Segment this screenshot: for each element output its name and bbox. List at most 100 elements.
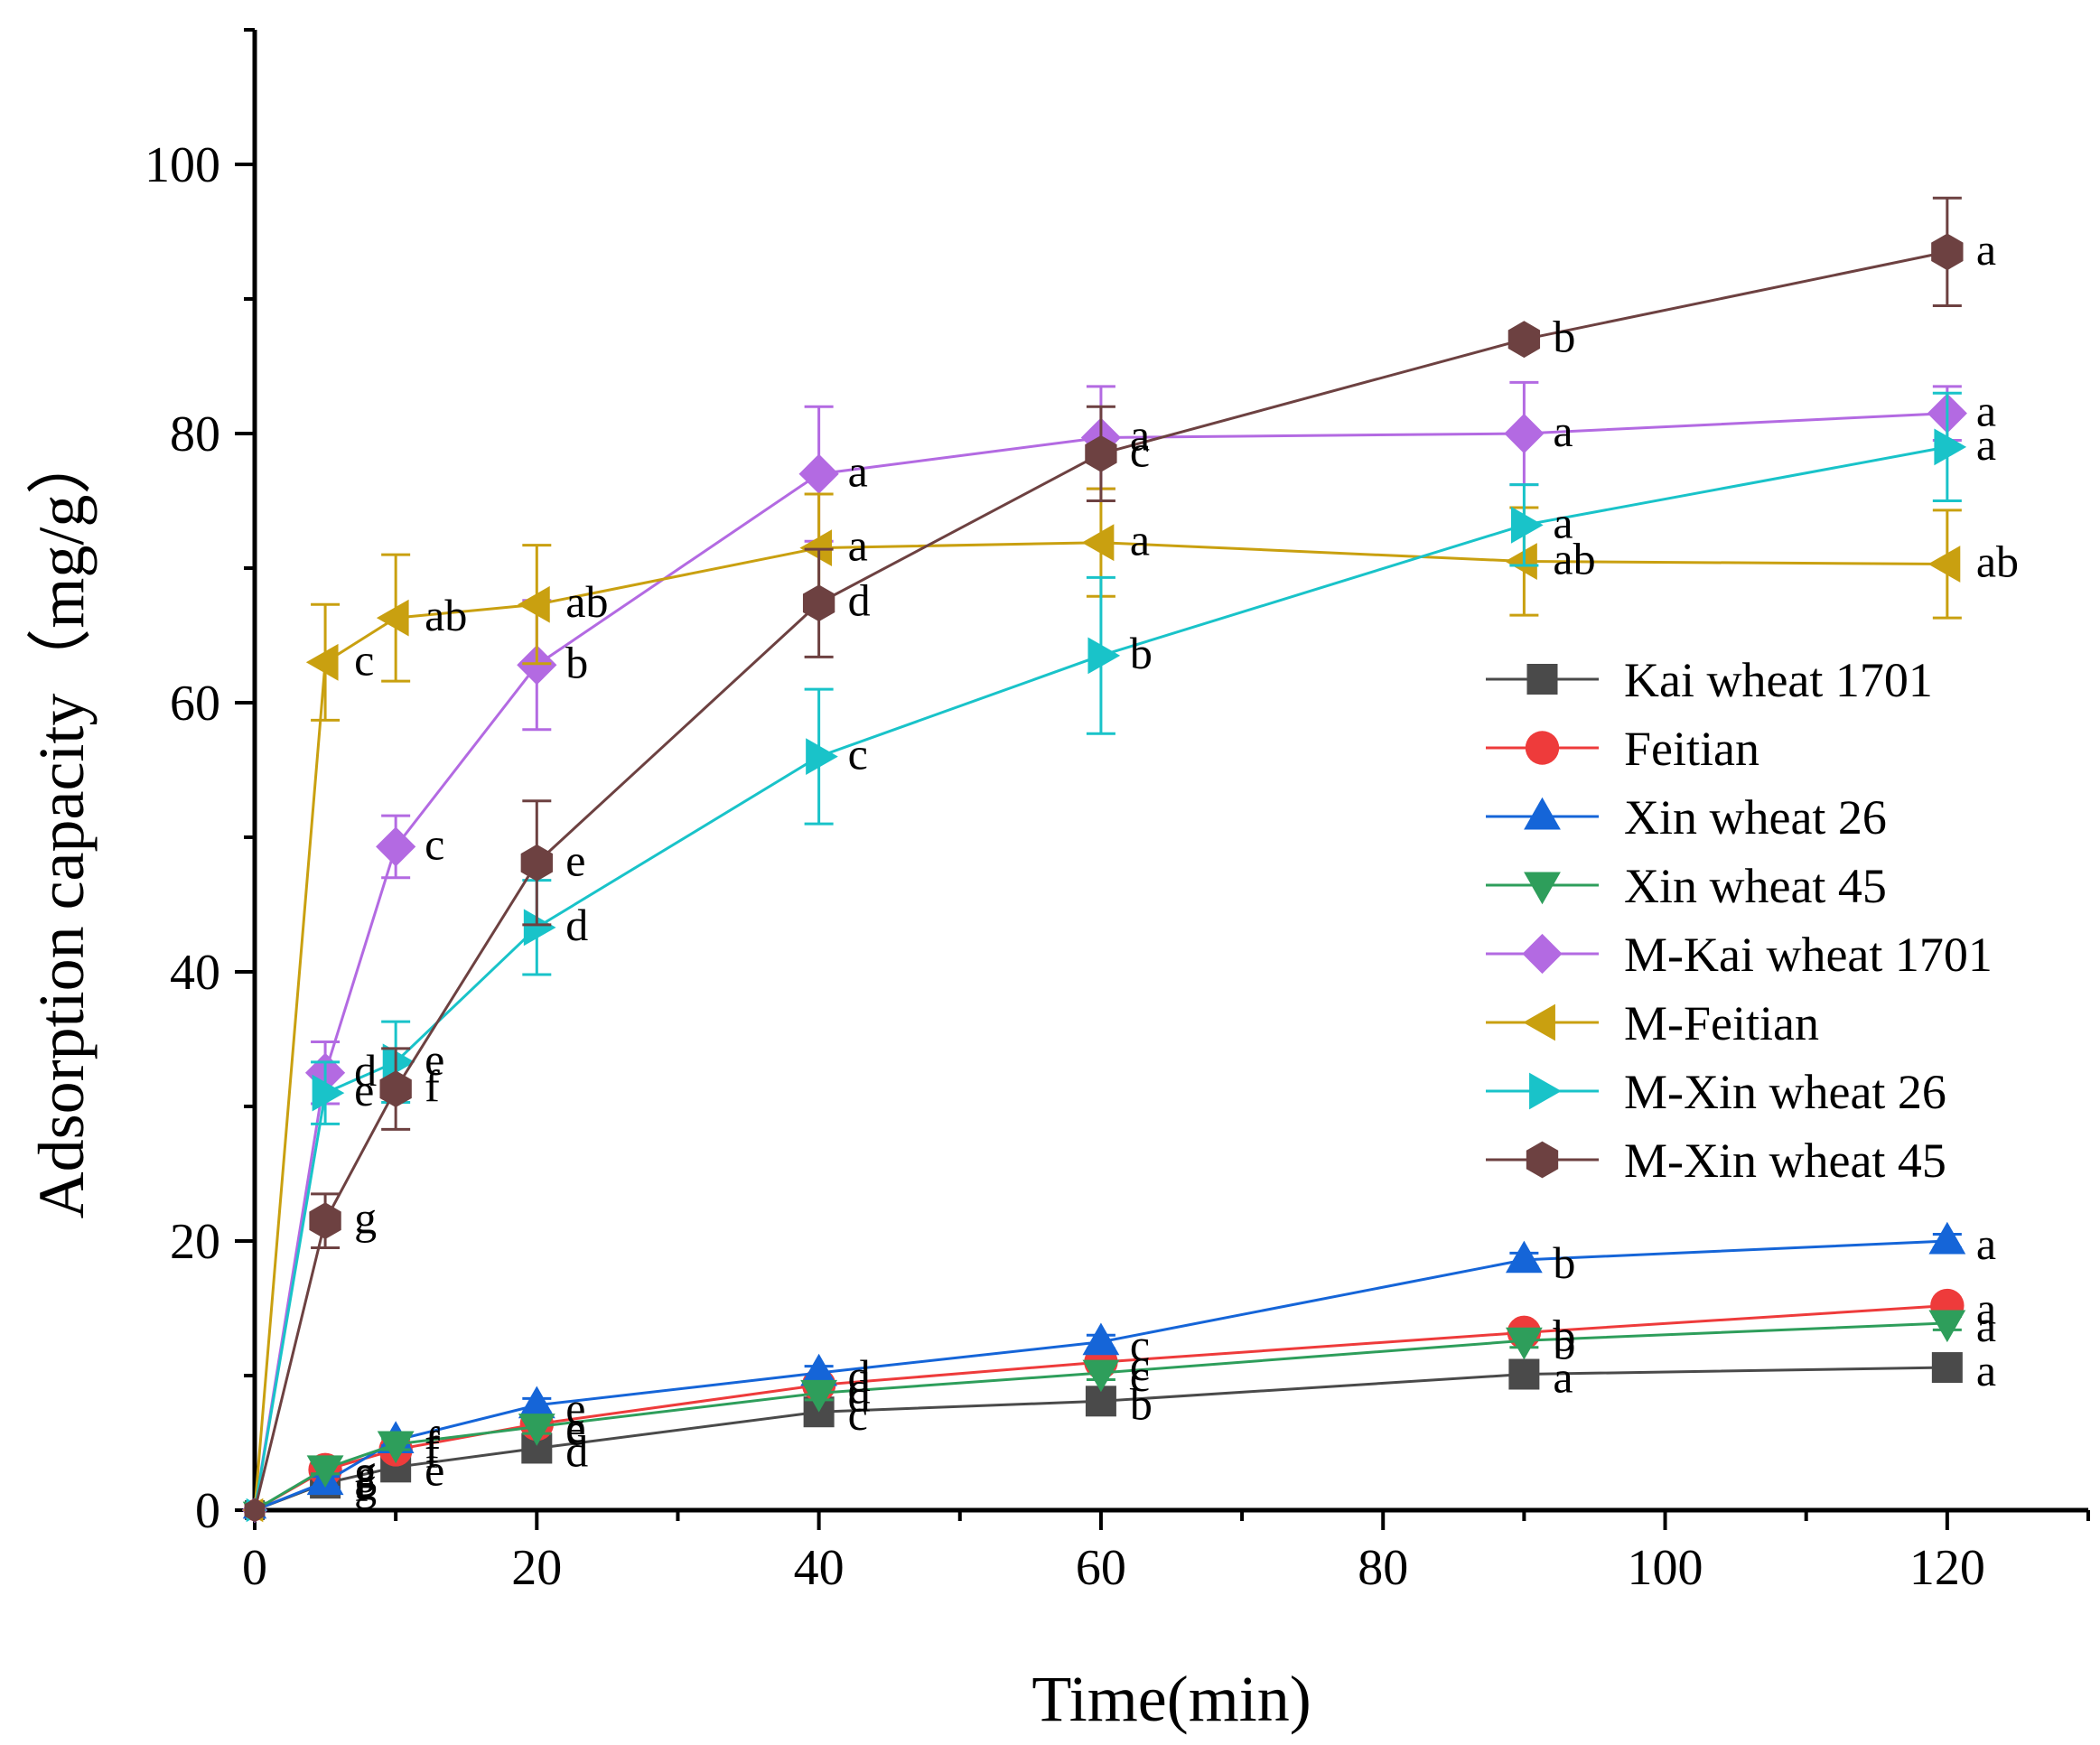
significance-letter: c [1130,1350,1150,1401]
series-7 [244,196,1964,1523]
legend-marker [1529,1072,1562,1110]
significance-letter: b [1553,312,1575,362]
data-point [379,1070,412,1108]
data-point [1931,233,1964,271]
data-point [523,909,556,947]
legend-item: Xin wheat 45 [1486,859,1887,913]
significance-letter: c [848,1389,868,1440]
significance-letter: a [1976,1345,1996,1395]
significance-letter: b [1130,628,1153,678]
legend-label: M-Xin wheat 45 [1624,1134,1946,1188]
data-point [1934,428,1967,466]
y-tick-label: 40 [170,945,220,1001]
y-axis-title: Adsorption capacity（mg/g） [25,430,98,1219]
data-point [382,1043,415,1081]
data-point [518,585,550,623]
significance-letter: a [1976,224,1996,275]
significance-letter: d [848,1350,871,1401]
data-point [1087,637,1121,675]
significance-letter: b [1553,1237,1575,1288]
data-point [1082,1322,1120,1356]
significance-letter: c [1130,1339,1150,1390]
legend-label: M-Xin wheat 26 [1624,1065,1946,1119]
significance-letter: a [1130,409,1150,460]
legend-item: Xin wheat 26 [1486,790,1887,845]
significance-letter: ab [565,576,608,627]
x-tick-label: 20 [511,1540,562,1596]
data-point [518,1414,555,1446]
data-point [1505,1327,1543,1360]
significance-letter: a [1976,1283,1996,1334]
data-point [309,1202,341,1240]
significance-letter: ab [1976,537,2019,587]
legend-label: M-Feitian [1624,996,1819,1050]
significance-letter: ab [425,590,467,640]
x-axis-title: Time(min) [1031,1663,1311,1735]
data-point [1928,1310,1966,1343]
significance-letter: b [1130,1378,1153,1429]
significance-letter: e [425,1034,444,1085]
significance-letter: e [565,1402,585,1452]
significance-letter: g [354,1447,377,1498]
data-point [1504,413,1545,454]
data-point [1081,524,1115,562]
legend-marker [1524,872,1561,905]
x-tick-label: 100 [1628,1540,1703,1596]
legend-item: M-Xin wheat 45 [1486,1134,1946,1188]
significance-letter: g [354,1446,377,1497]
data-point [800,1353,838,1386]
legend-label: Xin wheat 45 [1624,859,1887,913]
series-3 [242,1310,1966,1523]
data-point [377,1431,415,1464]
significance-letter: ab [1553,534,1595,584]
x-tick-label: 0 [242,1540,267,1596]
significance-letter: f [425,1422,440,1472]
data-point [802,584,835,622]
legend: Kai wheat 1701 Feitian Xin wheat 26 Xin whe… [1486,653,1993,1188]
data-point [305,643,339,681]
data-point [376,599,409,637]
significance-letter: c [1130,1320,1150,1370]
y-tick-label: 60 [170,676,220,732]
data-point [244,1498,266,1523]
y-tick-label: 0 [195,1483,220,1539]
legend-marker [1526,1141,1559,1179]
series-line [253,445,1948,1511]
data-point [1931,1352,1963,1384]
significance-letter: a [1553,497,1573,547]
significance-letter: a [1976,419,1996,470]
legend-label: Xin wheat 26 [1624,790,1887,845]
data-point [1505,543,1537,580]
significance-letter: d [565,1425,588,1476]
legend-marker [1524,797,1561,830]
significance-letter: g [354,1193,377,1244]
significance-letter: f [425,1061,440,1112]
significance-letter: a [1976,386,1996,436]
data-point [306,1455,344,1488]
significance-letter: c [848,729,868,779]
significance-letter: b [1553,1310,1575,1360]
significance-letter: a [1976,1301,1996,1351]
y-tick-label: 20 [170,1214,220,1270]
legend-item: M-Xin wheat 26 [1486,1065,1946,1119]
significance-letter: f [425,1427,440,1478]
series-line [253,250,1948,1511]
data-point [1082,1359,1120,1393]
significance-letter: c [354,634,374,685]
significance-letter: d [848,575,871,626]
significance-letter: c [1130,425,1150,476]
significance-letter: f [354,1460,369,1511]
axes: 0 20 40 60 80 100 120 0 20 40 60 80 100 [145,28,2090,1596]
significance-letter: e [565,835,585,885]
legend-item: Kai wheat 1701 [1486,653,1933,707]
x-tick-label: 60 [1076,1540,1126,1596]
significance-letter: b [1553,1318,1575,1368]
data-point [1928,1221,1966,1255]
data-point [312,1074,345,1112]
data-point [518,1386,555,1419]
data-point [1508,1358,1540,1390]
legend-label: Kai wheat 1701 [1624,653,1933,707]
legend-marker [1525,731,1560,765]
